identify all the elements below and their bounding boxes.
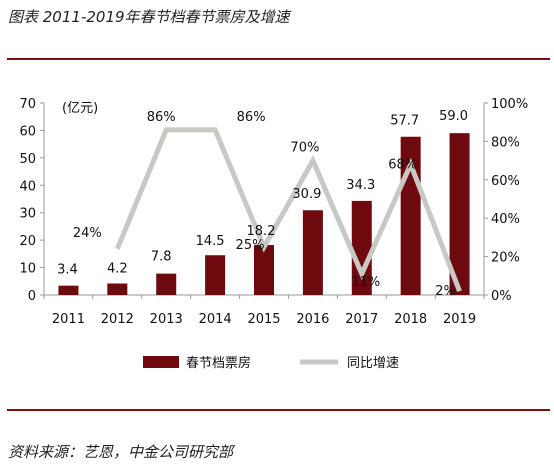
left-axis-tick-label: 30 xyxy=(19,207,36,222)
left-axis-tick-label: 20 xyxy=(19,234,36,249)
top-rule xyxy=(7,58,550,60)
x-axis-tick-label: 2019 xyxy=(443,312,476,327)
left-axis-tick-label: 70 xyxy=(19,97,36,112)
legend: 春节档票房 同比增速 xyxy=(143,355,399,371)
growth-value-label: 25% xyxy=(236,238,265,253)
line-series xyxy=(115,127,462,293)
axes: 0 10 20 30 40 50 60 70 (亿元) 0% 20% 40% 60% 80% 100% 201… xyxy=(19,97,528,327)
data-labels: 3.4 4.2 7.8 14.5 18.2 30.9 34.3 57.7 59.0 24% 86% 8… xyxy=(57,109,468,299)
bar-value-label: 34.3 xyxy=(346,178,375,193)
left-axis-tick-label: 0 xyxy=(28,289,36,304)
bar xyxy=(302,210,323,295)
x-axis-tick-label: 2011 xyxy=(52,312,85,327)
x-axis-tick-label: 2013 xyxy=(150,312,183,327)
growth-value-label: 86% xyxy=(147,110,176,125)
right-axis-tick-label: 0% xyxy=(491,289,512,304)
left-axis-tick-label: 50 xyxy=(19,152,36,167)
bar xyxy=(254,245,274,295)
bar xyxy=(449,133,470,295)
x-axis-tick-label: 2017 xyxy=(345,312,378,327)
bar-value-label: 18.2 xyxy=(247,224,276,239)
left-axis-tick-label: 60 xyxy=(19,124,36,139)
right-axis-tick-label: 100% xyxy=(491,97,528,112)
legend-label-bar: 春节档票房 xyxy=(186,355,251,371)
growth-value-label: 68% xyxy=(388,157,417,172)
right-axis-tick-label: 80% xyxy=(491,135,520,150)
left-axis-tick-label: 40 xyxy=(19,179,36,194)
bar xyxy=(205,255,226,295)
growth-value-label: 70% xyxy=(290,141,319,156)
growth-value-label: 11% xyxy=(351,275,380,290)
bar xyxy=(107,283,128,295)
left-axis-unit-label: (亿元) xyxy=(62,101,98,116)
right-axis-tick-label: 40% xyxy=(491,212,520,227)
bar-value-label: 4.2 xyxy=(107,261,128,276)
bar-value-label: 7.8 xyxy=(151,250,172,265)
bar xyxy=(58,285,79,295)
left-axis-tick-label: 10 xyxy=(19,262,36,277)
x-axis-tick-label: 2015 xyxy=(247,312,280,327)
bar-value-label: 57.7 xyxy=(390,114,419,129)
bar-value-label: 30.9 xyxy=(292,187,321,202)
bar-value-label: 14.5 xyxy=(196,234,225,249)
source-note: 资料来源：艺恩，中金公司研究部 xyxy=(8,443,234,461)
legend-label-line: 同比增速 xyxy=(347,356,399,371)
growth-value-label: 24% xyxy=(73,226,102,241)
bar xyxy=(351,200,372,295)
right-axis-tick-label: 20% xyxy=(491,251,520,266)
x-axis-tick-label: 2016 xyxy=(296,312,329,327)
x-axis-tick-label: 2014 xyxy=(199,312,232,327)
right-axis-tick-label: 60% xyxy=(491,174,520,189)
bar-value-label: 59.0 xyxy=(439,109,468,124)
x-axis-tick-label: 2012 xyxy=(101,312,134,327)
growth-line xyxy=(115,127,462,293)
legend-swatch-bar xyxy=(143,356,179,368)
bottom-rule xyxy=(7,409,550,411)
x-axis-tick-label: 2018 xyxy=(394,312,427,327)
growth-value-label: 2% xyxy=(435,284,456,299)
growth-value-label: 86% xyxy=(237,110,266,125)
bar-value-label: 3.4 xyxy=(57,263,78,278)
figure-caption: 图表 2011-2019年春节档春节票房及增速 xyxy=(8,8,290,26)
bar xyxy=(156,273,177,295)
